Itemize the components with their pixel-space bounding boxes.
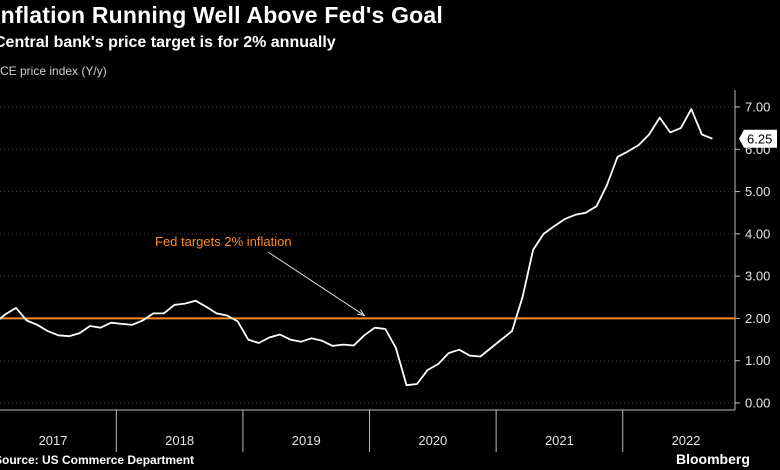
x-tick-label: 2022 [672, 433, 701, 448]
chart-title: Inflation Running Well Above Fed's Goal [0, 2, 444, 28]
y-tick-label: 1.00 [745, 353, 770, 368]
x-tick-label: 2019 [292, 433, 321, 448]
y-tick-label: 4.00 [745, 226, 770, 241]
last-value-callout [739, 129, 777, 148]
series-line-pce [0, 108, 713, 387]
source-note: Source: US Commerce Department [0, 453, 195, 467]
x-tick-label: 2018 [165, 433, 194, 448]
y-axis-label: PCE price index (Y/y) [0, 64, 107, 78]
y-tick-label: 5.00 [745, 184, 770, 199]
annotation-arrowhead [357, 309, 366, 317]
x-tick-label: 2017 [39, 433, 68, 448]
y-tick-label: 3.00 [745, 269, 770, 284]
y-tick-label: 0.00 [745, 396, 770, 411]
x-tick-label: 2020 [418, 433, 447, 448]
last-value-label: 6.25 [747, 132, 772, 147]
y-tick-label: 7.00 [745, 100, 770, 115]
annotation-arrow [267, 251, 365, 316]
fed-target-annotation: Fed targets 2% inflation [155, 234, 292, 249]
x-tick-label: 2021 [545, 433, 574, 448]
y-tick-label: 2.00 [745, 311, 770, 326]
brand-logo: Bloomberg [676, 451, 750, 467]
chart-subtitle: Central bank's price target is for 2% an… [0, 34, 336, 51]
